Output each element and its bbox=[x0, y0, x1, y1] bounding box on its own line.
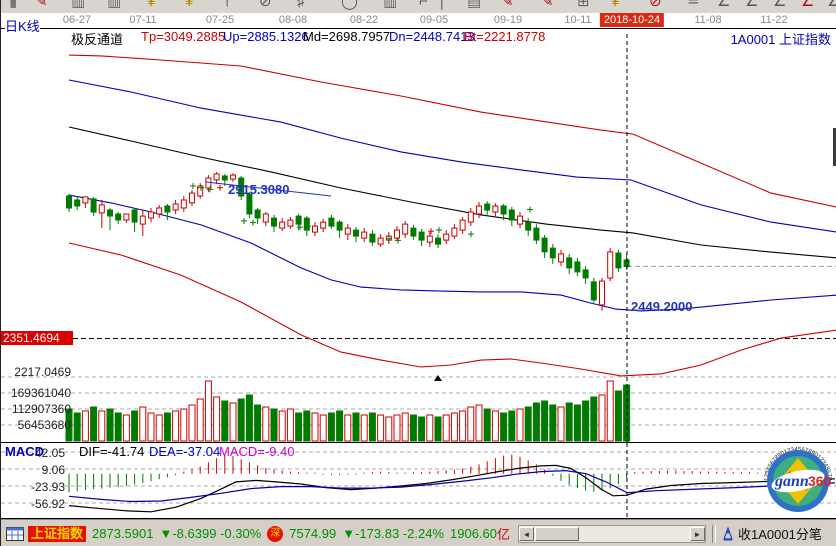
date-tick-label: 07-25 bbox=[205, 14, 235, 26]
price-axis-label: 2217.0469 bbox=[14, 365, 71, 379]
toolbar-icon[interactable]: ¥ bbox=[185, 0, 194, 10]
date-tick-label: 06-27 bbox=[62, 14, 92, 26]
toolbar-icon[interactable]: ◯ bbox=[341, 0, 358, 10]
toolbar-icon[interactable]: ▥ bbox=[383, 0, 398, 10]
sh-index-change: ▼-8.6399 -0.30% bbox=[159, 526, 262, 541]
toolbar-icon[interactable]: ∠ bbox=[773, 0, 787, 10]
pane-divider bbox=[1, 442, 836, 443]
macd-axis-label: 42.05 bbox=[34, 446, 65, 460]
price-axis-label: 169361040 bbox=[10, 386, 71, 400]
macd-axis-label: -56.92 bbox=[30, 497, 65, 511]
scrollbar-thumb[interactable] bbox=[535, 526, 580, 541]
chart-top-border bbox=[1, 28, 836, 29]
turnover-unit: 亿 bbox=[497, 527, 511, 542]
sz-index-price: 7574.99 bbox=[289, 526, 337, 541]
toolbar-icon[interactable]: ∠ bbox=[745, 0, 759, 10]
date-tick-label: 09-19 bbox=[493, 14, 523, 26]
date-tick-label: 10-11 bbox=[564, 14, 592, 26]
macd-value-label: DEA=-37.04 bbox=[149, 444, 221, 459]
toolbar-icon[interactable]: ⊞ bbox=[577, 0, 590, 10]
toolbar-icon[interactable]: ▥ bbox=[71, 0, 86, 10]
gann360-logo: 123456789012345678901234567890 123456789… bbox=[759, 440, 835, 518]
right-edge-mark bbox=[833, 128, 836, 166]
toolbar-icon[interactable]: ⊘ bbox=[259, 0, 272, 10]
toolbar-icon[interactable]: ✎ bbox=[541, 0, 554, 10]
sz-index-change: ▼-173.83 -2.24% bbox=[342, 526, 444, 541]
indicator-value-label: Bt=2221.8778 bbox=[464, 29, 546, 44]
macd-value-label: MACD=-9.40 bbox=[219, 444, 295, 459]
toolbar-icon[interactable]: ✎ bbox=[35, 0, 48, 10]
toolbar-icon[interactable]: ¥ bbox=[147, 0, 156, 10]
scroll-left-button[interactable]: ◄ bbox=[519, 526, 535, 541]
macd-chart-canvas[interactable] bbox=[1, 443, 836, 518]
toolbar: ▮ ✎ ▥ ▥ ¥ ¥ † ⊘ ♯ ◯ ▥ ⌐ ▏ ▤ ✎ ✎ ⊞ ¥ ⊘ ≚ ∠ ∠ ∠ ∠ ∠ bbox=[1, 0, 836, 14]
toolbar-icon[interactable]: ∠ bbox=[717, 0, 731, 10]
price-alert-label: 2351.4694 bbox=[1, 331, 73, 345]
date-tick-label: 11-22 bbox=[760, 14, 788, 26]
quote-table-icon[interactable] bbox=[6, 526, 24, 541]
indicator-header: 1A0001 上证指数 极反通道 Tp=3049.2885 Up=2885.1326… bbox=[1, 29, 836, 47]
status-separator bbox=[712, 524, 717, 543]
toolbar-icon[interactable]: ♯ bbox=[297, 0, 305, 10]
tick-feed-icon bbox=[723, 526, 733, 540]
toolbar-icon[interactable]: ▥ bbox=[107, 0, 122, 10]
tick-feed-status: 收1A0001分笔 bbox=[738, 527, 822, 542]
date-axis: 2018-10-24 06-27 07-11 07-25 08-08 08-22 09-0… bbox=[1, 13, 836, 28]
horizontal-scrollbar[interactable]: ◄ ► bbox=[518, 524, 707, 543]
toolbar-icon[interactable]: ∠ bbox=[801, 0, 815, 10]
logo-text-gann: gann bbox=[774, 473, 809, 490]
trough-price-annotation: 2449.2000 bbox=[631, 299, 692, 314]
indicator-value-label: 极反通道 bbox=[71, 32, 124, 47]
date-tick-label: 08-08 bbox=[278, 14, 308, 26]
toolbar-icon[interactable]: ⊘ bbox=[649, 0, 662, 10]
turnover-amount: 1906.60 bbox=[450, 526, 497, 541]
toolbar-icon[interactable]: ▤ bbox=[467, 0, 482, 10]
indicator-value-label: Up=2885.1326 bbox=[223, 29, 309, 44]
cursor-date-highlight[interactable]: 2018-10-24 bbox=[599, 13, 665, 27]
toolbar-icon[interactable]: † bbox=[223, 0, 232, 10]
indicator-value-label: Md=2698.7957 bbox=[303, 29, 391, 44]
macd-axis-label: 9.06 bbox=[41, 463, 65, 477]
price-axis-label: 56453680 bbox=[17, 418, 71, 432]
toolbar-icon[interactable]: ∠ bbox=[827, 0, 836, 11]
toolbar-icon[interactable]: ¥ bbox=[611, 0, 620, 10]
macd-value-label: DIF=-41.74 bbox=[79, 444, 145, 459]
toolbar-icon[interactable]: ≚ bbox=[687, 0, 700, 10]
period-label[interactable]: 日K线 bbox=[5, 16, 40, 35]
date-tick-label: 09-05 bbox=[419, 14, 449, 26]
date-tick-label: 08-22 bbox=[349, 14, 379, 26]
indicator-value-label: Dn=2448.7413 bbox=[389, 29, 475, 44]
status-index-name[interactable]: 上证指数 bbox=[28, 525, 87, 542]
price-axis-label: 112907360 bbox=[11, 402, 71, 416]
peak-price-annotation: 2915.3080 bbox=[228, 182, 289, 197]
status-bar: 上证指数 2873.5901 ▼-8.6399 -0.30% 深 7574.99… bbox=[1, 519, 836, 546]
shenzhen-badge-icon[interactable]: 深 bbox=[267, 525, 284, 542]
sh-index-price: 2873.5901 bbox=[92, 526, 154, 541]
logo-text-360: 360 bbox=[808, 473, 832, 489]
toolbar-icon[interactable]: ⌐ bbox=[419, 0, 428, 10]
macd-bottom-border bbox=[1, 518, 836, 519]
toolbar-icon[interactable]: ▏ bbox=[441, 0, 453, 10]
date-tick-label: 07-11 bbox=[129, 14, 157, 26]
toolbar-icon[interactable]: ▮ bbox=[9, 0, 18, 10]
price-chart-canvas[interactable]: 2915.3080 2449.2000 bbox=[1, 28, 836, 443]
date-tick-label: 11-08 bbox=[694, 14, 722, 26]
indicator-value-label: Tp=3049.2885 bbox=[141, 29, 226, 44]
symbol-label: 1A0001 上证指数 bbox=[730, 32, 831, 47]
macd-axis-label: -23.93 bbox=[30, 480, 65, 494]
macd-value-label: MACD bbox=[5, 444, 44, 459]
toolbar-icon[interactable]: ✎ bbox=[501, 0, 514, 10]
scroll-right-button[interactable]: ► bbox=[690, 526, 706, 541]
